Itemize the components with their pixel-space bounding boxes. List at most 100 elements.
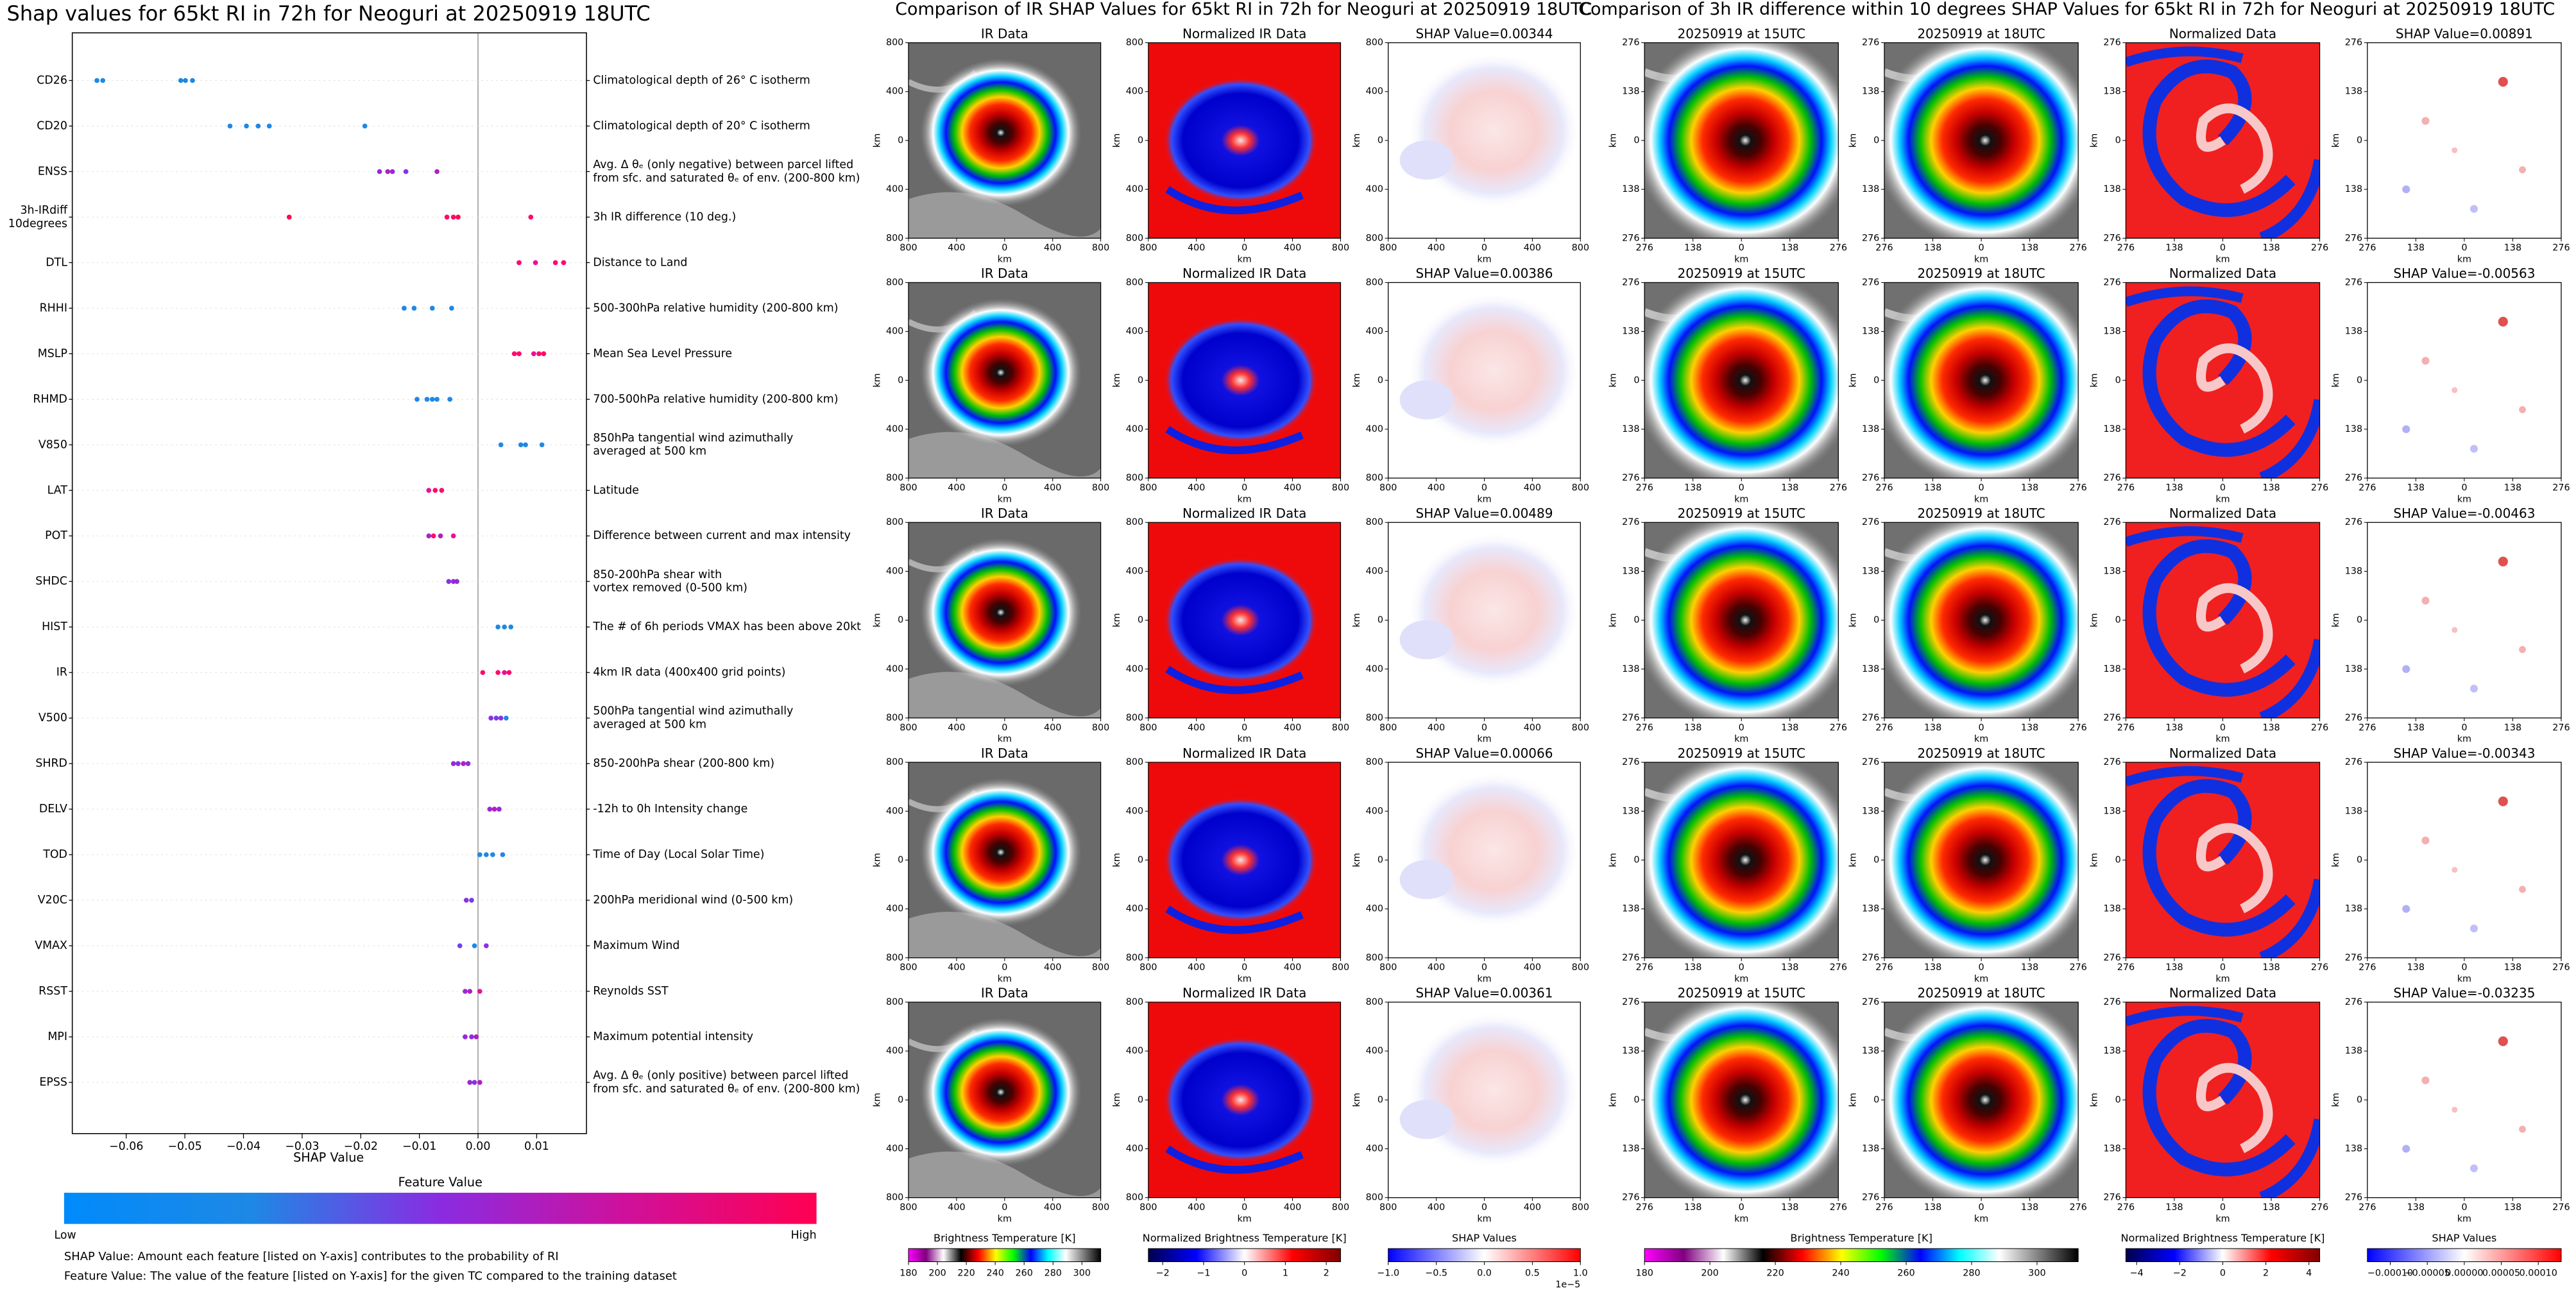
y-tick-label: 276 xyxy=(2345,757,2362,767)
feature-description: Distance to Land xyxy=(593,256,687,269)
y-tick-label: 400 xyxy=(886,1046,903,1056)
colorbar-tick-label: 300 xyxy=(2028,1268,2045,1278)
x-tick-label: 0 xyxy=(2461,1202,2467,1213)
x-tick-label: 800 xyxy=(900,482,917,493)
y-tick-label: 276 xyxy=(2345,473,2362,483)
panel-title: SHAP Value=-0.00463 xyxy=(2393,506,2535,521)
point xyxy=(429,305,435,311)
x-axis-label: km xyxy=(1477,1214,1491,1224)
x-tick-label: 276 xyxy=(2069,482,2086,493)
point xyxy=(504,715,509,721)
x-tick-label: 0 xyxy=(2461,962,2467,973)
point xyxy=(454,579,460,585)
x-tick-label: 400 xyxy=(1428,482,1445,493)
x-tick-label: 400 xyxy=(1284,722,1301,733)
y-tick-label: 0 xyxy=(1873,855,1879,865)
y-tick-label: 138 xyxy=(1622,806,1639,816)
x-tick-label: 138 xyxy=(2165,243,2183,253)
x-tick-label: 138 xyxy=(1781,722,1798,733)
x-tick-label: 800 xyxy=(900,962,917,973)
x-axis-label: km xyxy=(2457,494,2471,504)
image-panel xyxy=(908,762,1101,958)
point xyxy=(426,533,432,539)
point xyxy=(477,852,482,857)
panel-title: SHAP Value=0.00361 xyxy=(1416,986,1553,1001)
x-tick-label: 138 xyxy=(2021,482,2038,493)
x-tick-label: 0 xyxy=(1979,243,1984,253)
y-tick-label: 0 xyxy=(2115,135,2121,146)
image-panel xyxy=(2126,43,2319,239)
feature-description: 500hPa tangential wind azimuthally averag… xyxy=(593,705,793,731)
x-tick-label: 400 xyxy=(1044,243,1061,253)
x-tick-label: 400 xyxy=(1428,722,1445,733)
y-tick-label: 138 xyxy=(2103,1046,2120,1056)
y-tick-label: 800 xyxy=(1366,1193,1383,1203)
y-tick-label: 400 xyxy=(1366,327,1383,337)
x-tick-label: 0 xyxy=(1481,722,1487,733)
y-tick-label: DELV xyxy=(39,803,67,815)
x-tick-label: 0 xyxy=(2220,1202,2226,1213)
x-tick-label: 0 xyxy=(1241,722,1247,733)
y-tick-label: 138 xyxy=(2345,184,2362,194)
x-axis-label: km xyxy=(1238,255,1252,265)
y-tick-label: 800 xyxy=(886,1193,903,1203)
y-tick-label: 138 xyxy=(1862,424,1879,434)
point xyxy=(450,761,456,766)
y-tick-label: RSST xyxy=(38,985,67,998)
y-tick-label: POT xyxy=(45,529,67,542)
x-tick-label: 400 xyxy=(1284,243,1301,253)
y-tick-label: 400 xyxy=(1366,1143,1383,1154)
x-axis-label: km xyxy=(1734,494,1748,504)
x-tick-label: 0 xyxy=(1739,722,1744,733)
x-tick-label: 138 xyxy=(2407,243,2425,253)
y-tick-label: 0 xyxy=(1138,1095,1143,1105)
point xyxy=(467,989,473,994)
point xyxy=(472,1080,477,1085)
y-tick-label: 0 xyxy=(1873,615,1879,626)
point xyxy=(446,579,452,585)
y-tick-label: 0 xyxy=(1873,1095,1879,1105)
x-tick-label: 276 xyxy=(1830,482,1847,493)
y-axis-label: km xyxy=(872,613,882,627)
x-tick-label: 400 xyxy=(1044,482,1061,493)
point xyxy=(227,123,233,129)
y-tick-label: 800 xyxy=(1366,713,1383,723)
x-tick-label: 138 xyxy=(2407,482,2425,493)
colorbar xyxy=(1148,1248,1341,1263)
feature-description: Climatological depth of 20° C isotherm xyxy=(593,119,810,132)
y-tick-label: 276 xyxy=(2345,713,2362,723)
y-tick-label: 138 xyxy=(2103,806,2120,816)
x-tick-label: 0 xyxy=(1002,482,1007,493)
panel-title: Normalized IR Data xyxy=(1182,266,1306,281)
x-tick-label: 276 xyxy=(1635,1202,1653,1213)
y-tick-label: 800 xyxy=(886,38,903,48)
y-axis-label: km xyxy=(872,853,882,867)
y-tick-label: 400 xyxy=(1126,806,1143,816)
y-tick-label: TOD xyxy=(42,848,67,861)
y-axis-label: km xyxy=(1352,133,1362,148)
y-tick-label: 0 xyxy=(1633,1095,1639,1105)
image-panel xyxy=(2367,42,2561,239)
y-tick-label: 800 xyxy=(1126,997,1143,1007)
colorbar-tick-label: 300 xyxy=(1073,1268,1091,1278)
y-tick-label: 0 xyxy=(1378,135,1383,146)
y-tick-label: 3h-IRdiff 10degrees xyxy=(8,204,68,230)
point xyxy=(465,761,471,766)
image-panel xyxy=(2367,282,2561,479)
y-tick-label: 400 xyxy=(1126,904,1143,914)
x-tick-label: 800 xyxy=(1332,243,1349,253)
x-tick-label: 0 xyxy=(1979,1202,1984,1213)
point xyxy=(447,397,453,402)
x-tick-label: 276 xyxy=(2311,1202,2328,1213)
point xyxy=(533,260,538,266)
y-tick-label: 400 xyxy=(1366,184,1383,194)
x-axis-label: km xyxy=(2215,1214,2230,1224)
x-tick-label: 400 xyxy=(1188,1202,1205,1213)
y-tick-label: 400 xyxy=(1366,806,1383,816)
point xyxy=(477,1080,482,1085)
x-tick-label: 138 xyxy=(2165,722,2183,733)
y-tick-label: 0 xyxy=(898,615,903,626)
point xyxy=(424,397,430,402)
y-tick-label: 0 xyxy=(2115,615,2121,626)
y-tick-label: 0 xyxy=(1378,1095,1383,1105)
